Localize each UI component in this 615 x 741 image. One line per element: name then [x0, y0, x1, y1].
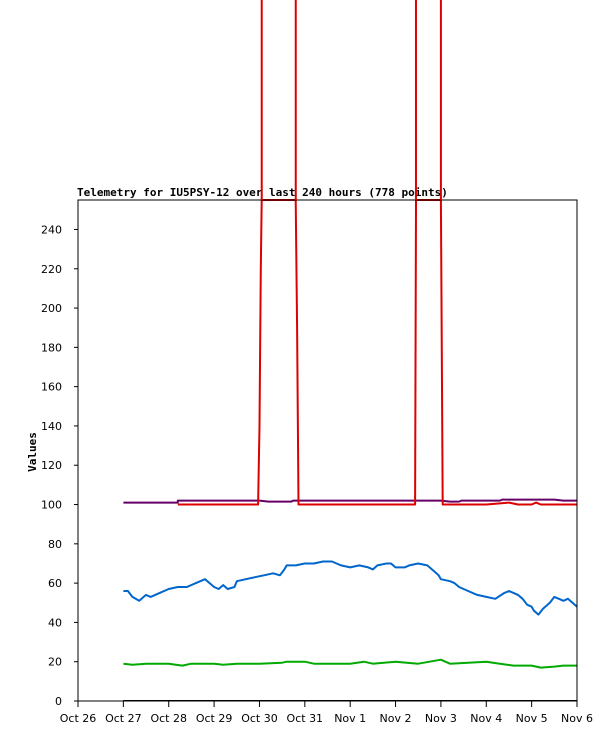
y-tick-label: 40 [48, 616, 62, 629]
y-tick-label: 140 [41, 420, 62, 433]
x-tick-label: Nov 5 [516, 712, 548, 725]
x-tick-label: Nov 1 [334, 712, 366, 725]
y-tick-label: 20 [48, 656, 62, 669]
x-tick-label: Oct 28 [150, 712, 187, 725]
series-line-2 [177, 199, 577, 506]
x-tick-label: Oct 27 [105, 712, 142, 725]
x-tick-label: Nov 3 [425, 712, 457, 725]
y-tick-label: 100 [41, 499, 62, 512]
y-tick-label: 240 [41, 223, 62, 236]
axis-layer: 0 20 40 60 80 100 120 140 160 180 200 220 240 Oct 26 O… [41, 223, 593, 725]
series-line-3 [123, 560, 577, 616]
y-tick-label: 80 [48, 538, 62, 551]
x-tick-label: Oct 26 [60, 712, 97, 725]
x-tick-label: Oct 29 [196, 712, 233, 725]
y-tick-label: 60 [48, 577, 62, 590]
series-layer [123, 199, 577, 701]
x-tick-label: Nov 2 [380, 712, 412, 725]
y-axis-title: Values [26, 432, 39, 472]
x-tick-label: Nov 6 [561, 712, 593, 725]
y-tick-label: 200 [41, 302, 62, 315]
y-tick-label: 160 [41, 381, 62, 394]
series-line-1 [123, 498, 577, 504]
y-tick-label: 220 [41, 263, 62, 276]
x-tick-label: Nov 4 [470, 712, 502, 725]
x-tick-label: Oct 31 [287, 712, 324, 725]
y-tick-label: 0 [55, 695, 62, 708]
y-tick-label: 180 [41, 341, 62, 354]
y-tick-label: 120 [41, 459, 62, 472]
x-tick-label: Oct 30 [241, 712, 278, 725]
series-line-4 [123, 658, 577, 669]
plot-frame [77, 199, 578, 702]
